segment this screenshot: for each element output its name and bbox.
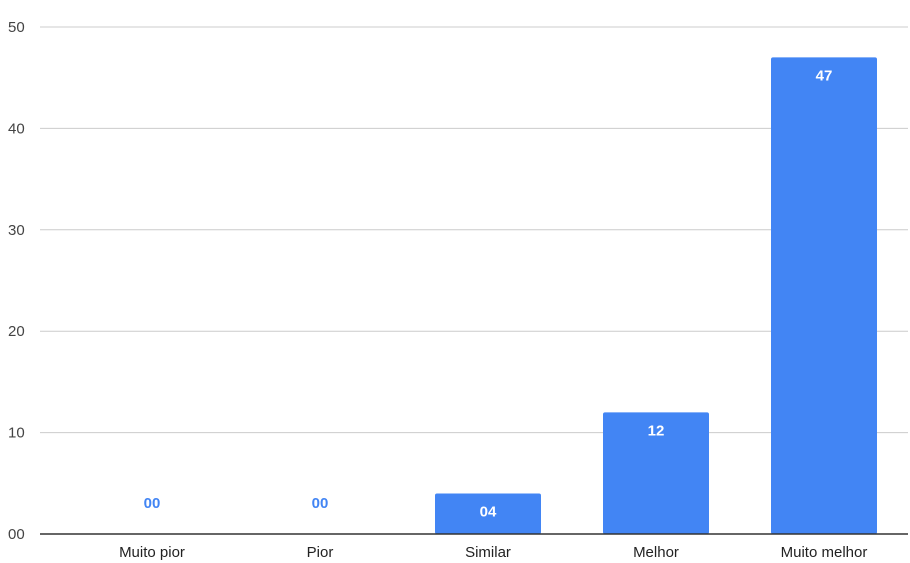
x-tick-label: Pior (307, 544, 334, 561)
x-tick-label: Muito pior (119, 544, 185, 561)
bar-muito-melhor (771, 57, 877, 535)
y-tick-label: 10 (8, 425, 25, 442)
data-label: 00 (144, 495, 161, 512)
grid-layer (40, 26, 908, 434)
data-label: 00 (312, 495, 329, 512)
axis-layer: 00 10 20 30 40 50 Muito pior Pior Similar Melhor M… (8, 19, 908, 561)
y-tick-label: 40 (8, 120, 25, 137)
y-tick-label: 50 (8, 19, 25, 36)
y-tick-label: 20 (8, 323, 25, 340)
x-tick-label: Melhor (633, 544, 679, 561)
bars-layer (435, 57, 877, 535)
data-label: 04 (480, 503, 497, 520)
x-tick-label: Similar (465, 544, 511, 561)
bar-similar (435, 493, 541, 534)
data-label: 47 (816, 67, 833, 84)
bar-melhor (603, 412, 709, 534)
y-tick-label: 00 (8, 526, 25, 543)
x-tick-label: Muito melhor (781, 544, 868, 561)
labels-layer: 00 00 04 12 47 (144, 67, 833, 520)
y-tick-label: 30 (8, 222, 25, 239)
data-label: 12 (648, 422, 665, 439)
